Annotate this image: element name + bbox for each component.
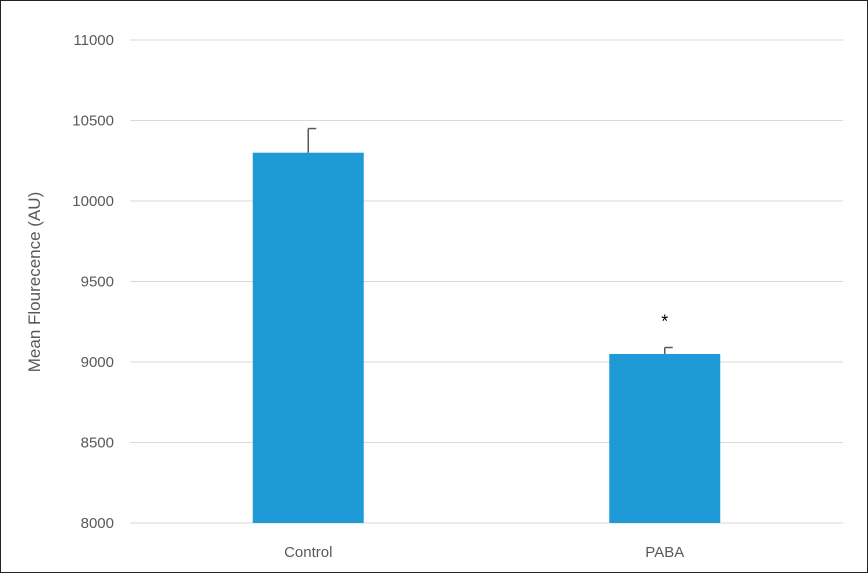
bar xyxy=(609,353,721,523)
x-tick-label: PABA xyxy=(645,544,684,561)
y-tick-label: 11000 xyxy=(73,32,114,49)
bars: * xyxy=(252,127,721,523)
significance-marker: * xyxy=(661,312,668,332)
x-tick-label: Control xyxy=(284,544,332,561)
bar xyxy=(252,152,364,523)
gridlines xyxy=(130,39,843,524)
y-tick-label: 10500 xyxy=(72,113,114,130)
y-tick-label: 9000 xyxy=(81,354,114,371)
y-axis-title: Mean Flourecence (AU) xyxy=(25,192,44,372)
y-tick-label: 8000 xyxy=(81,515,114,532)
y-tick-labels: 8000 8500 9000 9500 10000 10500 11000 xyxy=(72,32,114,532)
y-tick-label: 10000 xyxy=(72,193,114,210)
y-tick-label: 9500 xyxy=(81,274,114,291)
y-tick-label: 8500 xyxy=(81,435,114,452)
x-tick-labels: Control PABA xyxy=(284,544,684,561)
